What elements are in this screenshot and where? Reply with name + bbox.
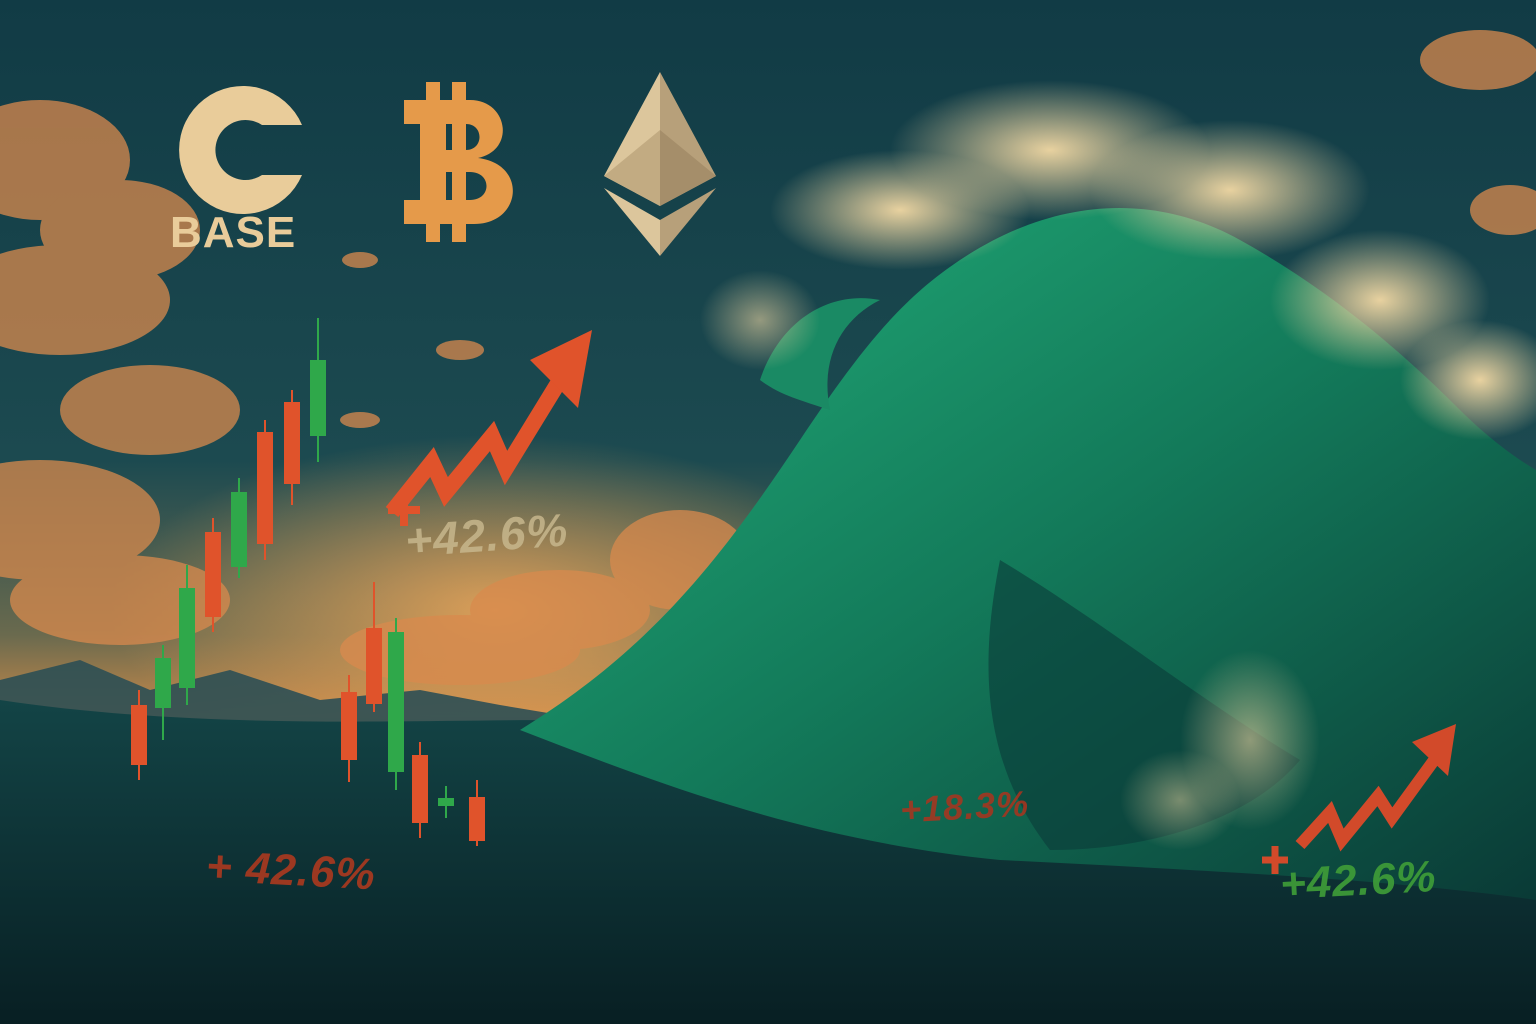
base-c-logo-icon	[179, 86, 302, 214]
candle-8	[310, 318, 326, 462]
trend-arrow-right	[1262, 724, 1456, 874]
candle-5	[231, 478, 247, 578]
ethereum-logo-icon	[604, 72, 716, 256]
wave-curl	[760, 298, 880, 410]
candle-7	[284, 390, 300, 505]
percent-label-mid: +18.3%	[898, 782, 1031, 831]
wave-foam	[700, 80, 1536, 850]
percent-label-bottom-left: + 42.6%	[204, 841, 377, 900]
candle-2	[155, 645, 171, 740]
candle-14	[469, 780, 485, 846]
trend-arrow-top	[385, 330, 592, 526]
candle-1	[131, 690, 147, 780]
candlestick-chart	[131, 318, 485, 846]
candle-4	[205, 518, 221, 632]
percent-label-right: +42.6%	[1278, 851, 1438, 910]
candle-10	[366, 582, 382, 712]
candle-6	[257, 420, 273, 560]
candle-3	[179, 565, 195, 705]
candle-11	[388, 618, 404, 790]
base-logo-wordmark: BASE	[170, 208, 297, 257]
bitcoin-logo-icon	[404, 82, 513, 242]
candle-12	[412, 742, 428, 838]
candle-9	[341, 675, 357, 782]
percent-label-top: +42.6%	[403, 503, 570, 567]
candle-13	[438, 786, 454, 818]
